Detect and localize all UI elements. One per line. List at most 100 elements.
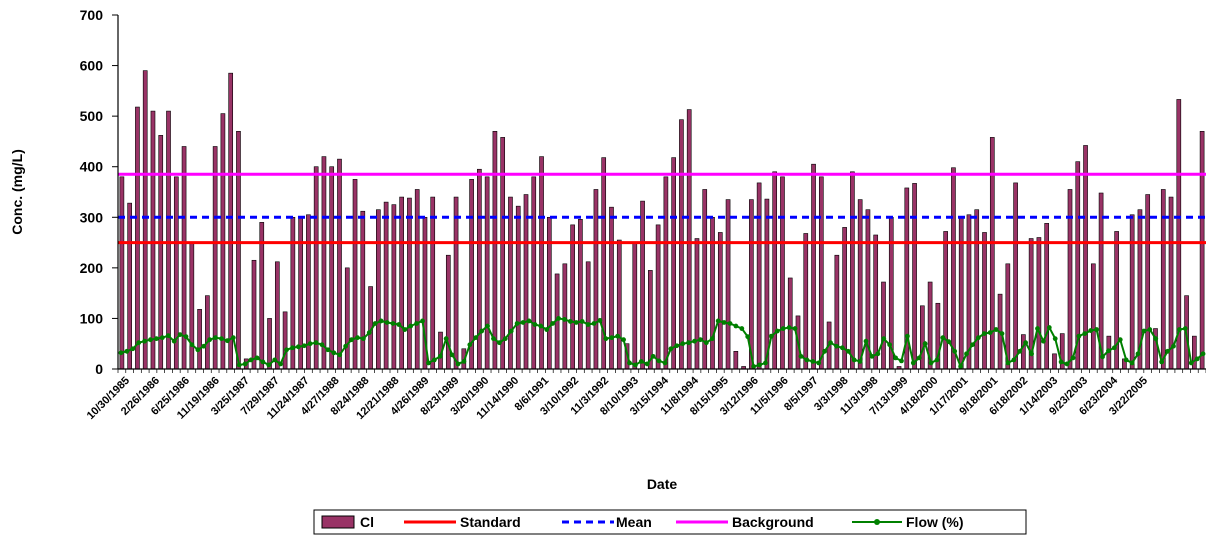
flow-point	[437, 353, 443, 359]
flow-point	[402, 327, 408, 332]
flow-point	[1058, 359, 1064, 365]
flow-point	[408, 323, 414, 329]
bar-cl	[663, 176, 669, 370]
flow-point	[556, 316, 561, 321]
flow-point	[455, 361, 461, 367]
flow-point	[307, 341, 313, 347]
x-axis-label: Date	[647, 476, 678, 492]
legend-marker-flow	[874, 519, 880, 525]
flow-point	[1194, 356, 1200, 362]
flow-point	[698, 337, 703, 343]
bar-cl	[585, 261, 591, 370]
flow-point	[420, 318, 425, 324]
flow-point	[520, 320, 526, 325]
bar-cl	[313, 166, 319, 370]
flow-point	[1064, 361, 1070, 367]
flow-point	[828, 340, 833, 346]
bar-cl	[531, 176, 537, 370]
bar-cl	[632, 243, 638, 370]
bar-cl	[259, 222, 265, 370]
flow-point	[668, 346, 674, 352]
flow-point	[674, 343, 680, 349]
flow-point	[993, 327, 999, 332]
flow-point	[1188, 360, 1194, 366]
flow-point	[964, 351, 969, 357]
flow-point	[1165, 348, 1170, 354]
flow-point	[1040, 338, 1046, 344]
flow-point	[260, 359, 266, 365]
bar-cl	[127, 202, 132, 370]
y-tick-label: 0	[95, 361, 103, 377]
bar-cl	[562, 263, 568, 370]
flow-point	[638, 359, 644, 364]
x-axis: 10/30/19852/26/19866/25/198611/19/19863/…	[85, 368, 1206, 422]
bar-cl	[1090, 263, 1096, 370]
flow-point	[656, 358, 662, 364]
flow-point	[378, 318, 384, 324]
flow-point	[1153, 336, 1159, 342]
bar-cl	[251, 259, 257, 370]
flow-point	[508, 328, 514, 334]
bar-cl	[321, 156, 327, 370]
bar-cl	[850, 171, 855, 370]
flow-point	[272, 357, 278, 363]
flow-point	[887, 342, 893, 348]
flow-point	[1100, 354, 1105, 360]
flow-point	[319, 342, 325, 348]
flow-point	[810, 359, 816, 364]
bar-cl	[135, 106, 140, 370]
flow-point	[426, 360, 431, 366]
bar-cl	[119, 176, 125, 370]
bar-cl	[484, 176, 490, 370]
flow-point	[816, 360, 822, 366]
legend-label-background: Background	[732, 514, 814, 530]
bar-cl	[609, 206, 614, 370]
flow-point	[195, 347, 201, 353]
flow-point	[1052, 336, 1058, 342]
bar-cl	[686, 109, 692, 370]
flow-point	[751, 364, 757, 369]
flow-point	[443, 336, 449, 342]
flow-point	[1147, 327, 1153, 332]
legend-label-cl: Cl	[360, 514, 374, 530]
bar-cl	[679, 119, 684, 370]
flow-point	[721, 320, 727, 325]
y-tick-label: 200	[80, 260, 104, 276]
bar-cl	[267, 318, 272, 370]
bar-cl	[189, 243, 195, 370]
flow-point	[780, 326, 786, 331]
flow-point	[774, 328, 780, 334]
flow-point	[1176, 327, 1182, 332]
flow-point	[946, 339, 952, 345]
bar-cl	[492, 131, 498, 370]
flow-point	[975, 335, 981, 341]
bar-cl	[593, 189, 599, 370]
bar-cl	[655, 224, 661, 370]
bar-cl	[811, 163, 816, 370]
bar-cl	[648, 270, 653, 370]
flow-point	[834, 343, 839, 349]
legend-label-standard: Standard	[460, 514, 521, 530]
flow-point	[496, 340, 502, 346]
flow-point	[692, 338, 697, 344]
bar-cl	[360, 210, 366, 370]
y-tick-label: 300	[80, 209, 104, 225]
flow-point	[449, 352, 455, 358]
flow-point	[1123, 357, 1129, 363]
flow-point	[562, 317, 567, 322]
flow-point	[1159, 359, 1165, 365]
flow-point	[1111, 345, 1117, 351]
flow-point	[757, 362, 762, 368]
flow-point	[224, 338, 230, 344]
bar-cl	[780, 176, 785, 370]
bar-cl	[236, 131, 241, 370]
flow-point	[414, 321, 420, 326]
flow-point	[213, 335, 218, 341]
flow-point	[1023, 340, 1029, 346]
flow-point	[768, 333, 774, 339]
bar-cl	[383, 201, 389, 370]
flow-point	[118, 350, 124, 356]
flow-point	[349, 337, 354, 343]
bar-cl	[974, 209, 980, 370]
